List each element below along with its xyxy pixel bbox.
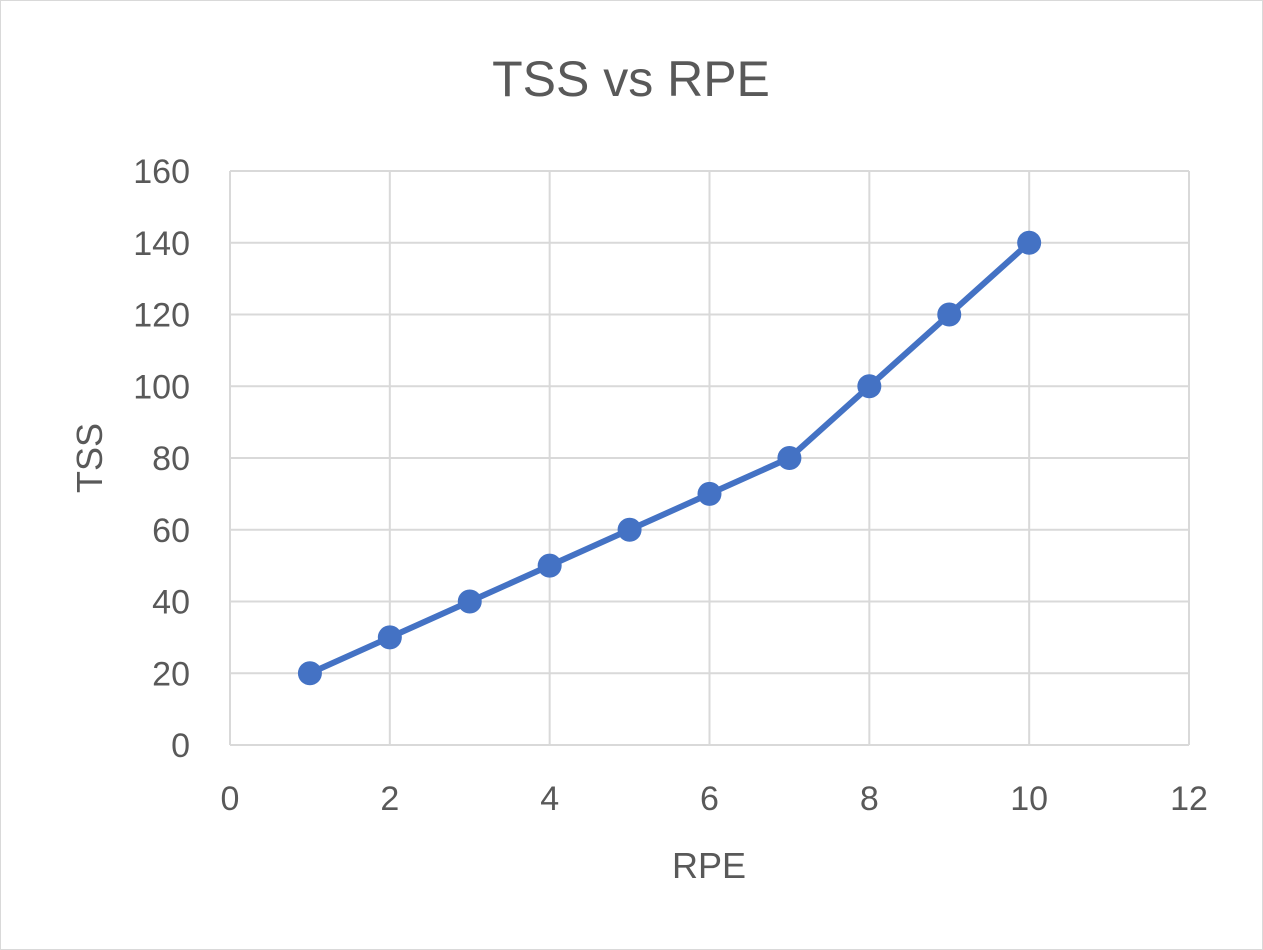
- y-tick-label: 0: [171, 727, 190, 765]
- x-tick-label: 8: [860, 780, 879, 818]
- x-tick-label: 2: [380, 780, 399, 818]
- grid-layer: [229, 170, 1190, 746]
- y-tick-label: 140: [133, 225, 190, 263]
- data-point: [697, 481, 722, 506]
- y-axis-title: TSS: [69, 423, 110, 493]
- y-tick-label: 120: [133, 297, 190, 335]
- x-tick-label: 4: [540, 780, 559, 818]
- x-tick-label: 12: [1170, 780, 1208, 818]
- data-point: [457, 589, 482, 614]
- y-tick-label: 80: [152, 440, 190, 478]
- x-axis-title: RPE: [672, 845, 746, 886]
- series-line: [306, 239, 1033, 677]
- y-tick-label: 60: [152, 512, 190, 550]
- x-tick-label: 0: [221, 780, 240, 818]
- tick-labels: 0 20 40 60 80 100 120 140 160 0 2 4 6 8 10 12: [133, 153, 1208, 818]
- data-point: [937, 302, 962, 327]
- data-point: [297, 661, 322, 686]
- data-point: [777, 446, 802, 470]
- chart-title: TSS vs RPE: [492, 51, 770, 107]
- data-point: [857, 374, 882, 399]
- data-point: [537, 553, 562, 578]
- data-point: [377, 625, 402, 650]
- series-layer: [297, 230, 1042, 686]
- y-tick-label: 40: [152, 584, 190, 622]
- x-tick-label: 10: [1010, 780, 1048, 818]
- y-tick-label: 160: [133, 153, 190, 191]
- data-point: [1017, 230, 1042, 255]
- y-tick-label: 100: [133, 368, 190, 406]
- data-point: [617, 517, 642, 542]
- y-tick-label: 20: [152, 655, 190, 693]
- x-tick-label: 6: [700, 780, 719, 818]
